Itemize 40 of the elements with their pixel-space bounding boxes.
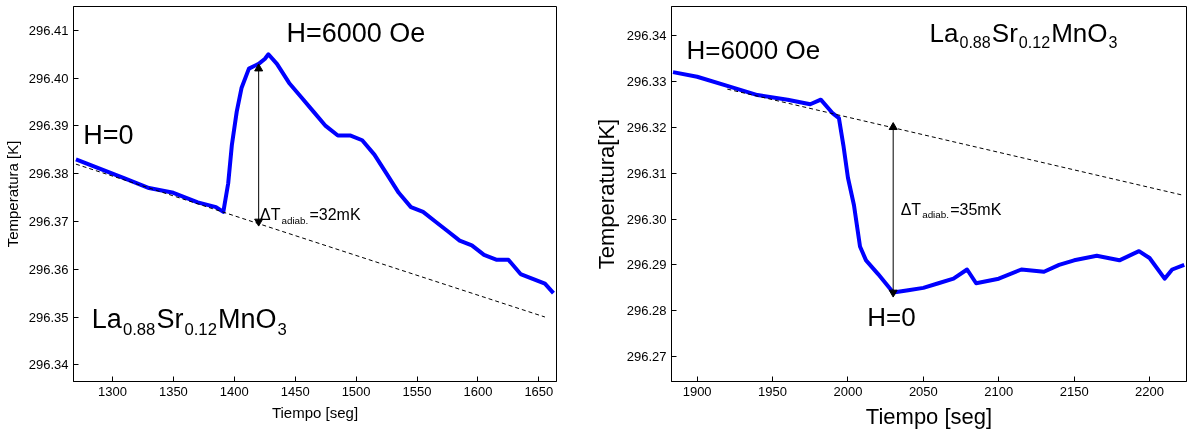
y-tick-label: 296.34	[28, 357, 69, 373]
y-tick-label: 296.31	[626, 165, 667, 181]
x-tick-label: 1650	[524, 383, 554, 399]
y-tick-label: 296.35	[28, 309, 69, 325]
y-axis-title: Temperatura [K]	[3, 140, 21, 248]
y-tick-label: 296.37	[28, 213, 69, 229]
annotation: H=6000 Oe	[286, 17, 426, 48]
y-tick-label: 296.36	[28, 261, 69, 277]
annotation: H=6000 Oe	[686, 34, 821, 65]
x-tick-label: 1350	[158, 383, 188, 399]
y-tick-label: 296.33	[626, 73, 667, 89]
y-tick-label: 296.34	[626, 27, 667, 43]
x-tick-label: 1600	[463, 383, 493, 399]
y-tick-label: 296.29	[626, 257, 667, 273]
x-axis-title: Tiempo [seg]	[865, 403, 993, 429]
y-tick-label: 296.28	[626, 303, 667, 319]
y-tick-label: 296.32	[626, 119, 667, 135]
x-tick-label: 2150	[1059, 383, 1089, 399]
x-tick-label: 2050	[908, 383, 938, 399]
x-tick-label: 2200	[1135, 383, 1165, 399]
annotation: H=0	[867, 302, 916, 333]
x-axis-title: Tiempo [seg]	[271, 403, 359, 421]
y-tick-label: 296.27	[626, 349, 667, 365]
y-tick-label: 296.40	[28, 70, 69, 86]
x-tick-label: 1550	[402, 383, 432, 399]
x-tick-label: 1950	[758, 383, 787, 399]
y-tick-label: 296.38	[28, 166, 69, 182]
y-tick-label: 296.39	[28, 118, 69, 134]
x-tick-label: 1450	[280, 383, 310, 399]
x-tick-label: 1400	[219, 383, 249, 399]
y-axis-title: Temperatura[K]	[593, 118, 619, 270]
x-tick-label: 2000	[833, 383, 863, 399]
line-series	[73, 52, 556, 296]
y-tick-label: 296.41	[28, 22, 69, 38]
x-tick-label: 1500	[341, 383, 371, 399]
x-tick-label: 1300	[98, 383, 127, 399]
x-tick-label: 1900	[682, 383, 712, 399]
x-tick-label: 2100	[984, 383, 1014, 399]
annotation: H=0	[83, 120, 134, 151]
y-tick-label: 296.30	[626, 211, 667, 227]
